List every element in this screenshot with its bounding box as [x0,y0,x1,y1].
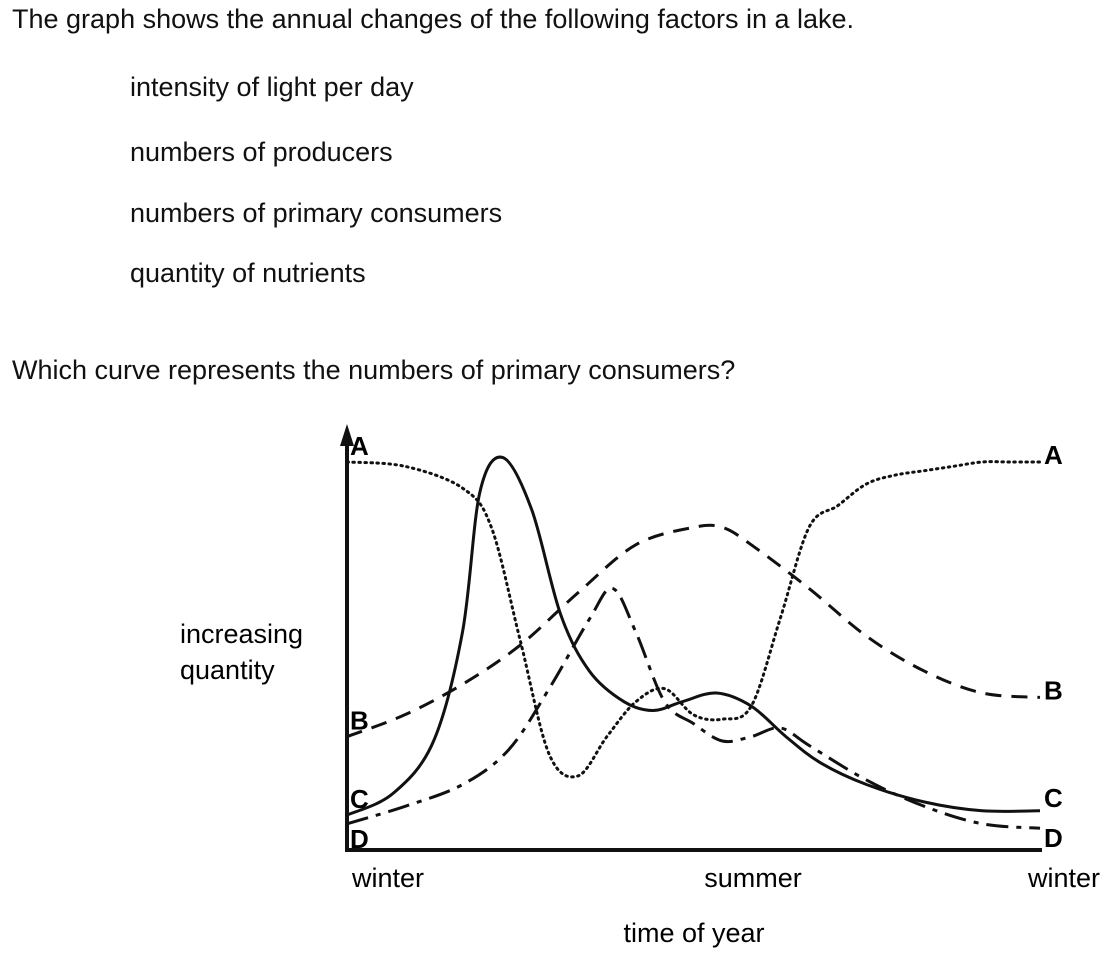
series-layer [345,455,1042,830]
curve-label-end-d: D [1044,823,1063,853]
factor-primary-consumers: numbers of primary consumers [130,198,503,228]
series-line-b [346,523,1041,739]
curve-label-start-a: A [350,431,369,461]
series-line-a [345,460,1042,779]
curve-label-end-a: A [1044,440,1063,470]
curve-label-start-d: D [350,824,369,854]
y-axis-label-line2: quantity [180,655,275,685]
x-tick-label-winter-end: winter [1027,863,1100,893]
question-prompt: Which curve represents the numbers of pr… [12,355,736,385]
curve-label-start-b: B [350,706,369,736]
x-tick-label-summer: summer [704,863,802,893]
curve-label-end-c: C [1044,783,1063,813]
factor-light: intensity of light per day [130,72,414,102]
series-line-c [346,455,1041,817]
curve-label-start-c: C [350,784,369,814]
series-line-d [346,586,1041,830]
y-axis-arrow-icon [340,424,354,446]
curve-label-end-b: B [1044,675,1063,705]
factor-nutrients: quantity of nutrients [130,258,366,288]
factor-producers: numbers of producers [130,137,393,167]
x-tick-label-winter-start: winter [351,863,424,893]
x-axis-label: time of year [623,918,764,948]
question-intro: The graph shows the annual changes of th… [12,4,855,34]
y-axis-label-line1: increasing [180,619,303,649]
